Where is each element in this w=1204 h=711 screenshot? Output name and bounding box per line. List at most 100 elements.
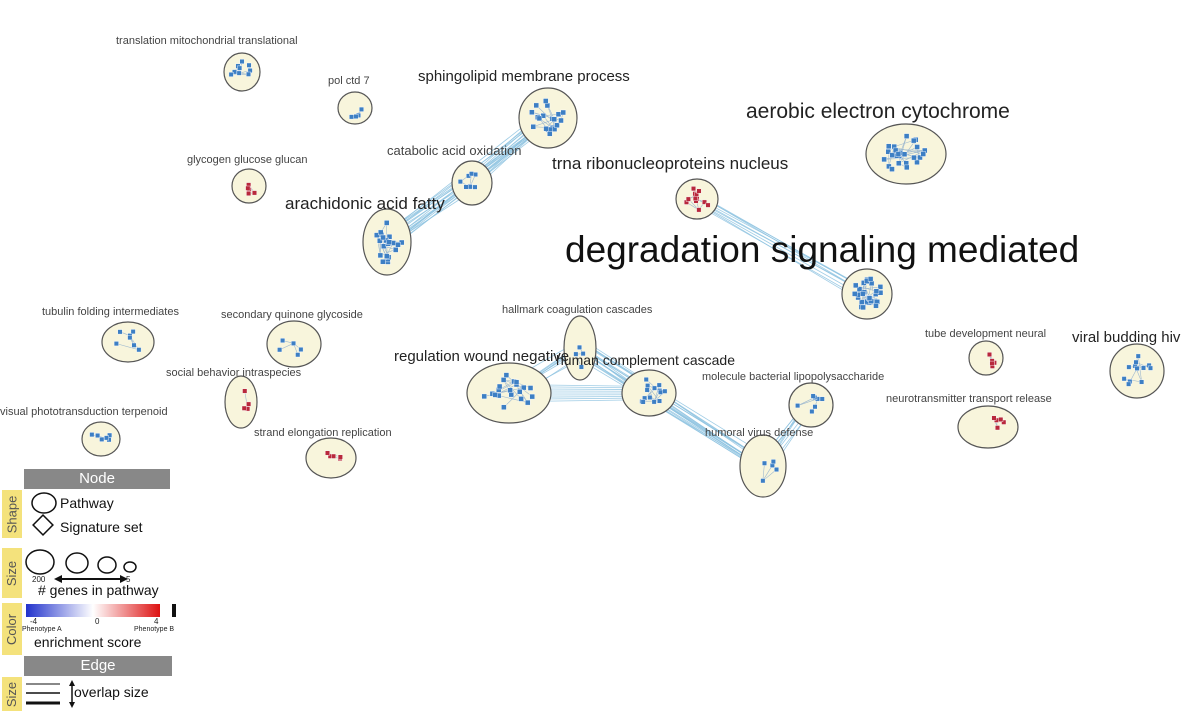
gene-set-node [529, 393, 535, 400]
gene-set-node [852, 291, 858, 297]
gene-set-node [643, 377, 649, 382]
label-strand: strand elongation replication [254, 427, 392, 439]
label-visual: visual phototransduction terpenoid [0, 406, 168, 418]
gene-set-node [501, 404, 507, 410]
gene-set-node [1133, 359, 1139, 365]
label-tube: tube development neural [925, 328, 1047, 340]
gene-set-node [380, 234, 386, 241]
cluster-ellipse-social [224, 375, 258, 429]
gene-set-node [873, 303, 879, 309]
cluster-tubulin [101, 321, 155, 363]
gene-set-node [104, 435, 110, 441]
label-arachidonic: arachidonic acid fatty [285, 194, 445, 213]
label-secondary: secondary quinone glycoside [221, 309, 363, 321]
gene-set-node [127, 335, 133, 341]
gene-set-node [518, 396, 524, 402]
cluster-molecule [788, 382, 834, 428]
gene-set-node [228, 71, 234, 77]
gene-set-node [325, 450, 330, 456]
label-degradation: degradation signaling mediated [565, 229, 1080, 270]
gene-set-node [652, 385, 657, 391]
gene-set-node [1134, 365, 1140, 371]
gene-set-node [658, 389, 663, 395]
gene-set-node [469, 171, 474, 177]
gene-set-node [702, 199, 707, 205]
gene-set-node [1147, 365, 1153, 371]
signature-shape-icon [32, 514, 54, 536]
gene-set-node [246, 190, 252, 196]
gene-set-node [298, 347, 304, 352]
gene-set-node [860, 291, 866, 297]
legend-node-header: Node [24, 469, 170, 489]
gene-set-node [903, 133, 910, 139]
gene-set-node [349, 114, 354, 120]
legend-enrichment-label: enrichment score [34, 634, 142, 650]
gene-set-node [1001, 419, 1007, 425]
gene-set-node [536, 115, 543, 122]
gene-set-node [914, 159, 920, 165]
gene-set-node [377, 238, 383, 244]
gene-set-node [1140, 365, 1146, 371]
cluster-secondary [266, 320, 322, 368]
cluster-viral [1109, 343, 1165, 399]
legend-genes-label: # genes in pathway [38, 582, 159, 598]
gene-set-node [543, 125, 549, 132]
legend-edge-header: Edge [24, 656, 172, 676]
gene-set-node [696, 188, 702, 194]
gene-set-node [998, 417, 1004, 422]
gene-set-node [920, 151, 926, 157]
gene-set-node [544, 102, 551, 109]
size-medium-icon [65, 552, 89, 574]
gene-set-node [685, 196, 691, 202]
gene-set-node [889, 152, 895, 158]
gene-set-node [1126, 364, 1132, 370]
legend-color-scale [26, 604, 176, 617]
gene-set-node [295, 352, 301, 358]
gene-set-node [481, 393, 487, 400]
cluster-visual [81, 421, 121, 457]
gene-set-node [762, 460, 767, 466]
gene-set-node [492, 392, 498, 398]
gene-set-node [1139, 379, 1145, 385]
gene-set-node [901, 151, 908, 158]
label-polctd: pol ctd 7 [328, 75, 370, 87]
label-translation: translation mitochondrial translational [116, 35, 298, 47]
gene-set-node [640, 399, 646, 405]
gene-set-node [819, 396, 825, 402]
gene-set-node [378, 229, 384, 236]
legend-phenotype-a: Phenotype A [22, 626, 62, 633]
label-neuro: neurotransmitter transport release [886, 393, 1052, 405]
cluster-tube [968, 340, 1004, 376]
gene-set-node [886, 163, 892, 170]
gene-set-node [989, 360, 995, 366]
gene-set-node [513, 379, 520, 385]
gene-set-node [457, 179, 463, 185]
gene-set-node [886, 143, 892, 149]
cluster-arachidonic [362, 208, 412, 276]
cluster-glycogen [231, 168, 267, 204]
gene-set-node [558, 117, 564, 124]
gene-set-node [917, 154, 923, 161]
cluster-catabolic [451, 160, 493, 206]
label-humoral: humoral virus defense [705, 427, 814, 439]
gene-set-node [859, 299, 865, 305]
gene-set-node [533, 102, 539, 109]
gene-set-node [760, 478, 766, 484]
cluster-ellipse-sphingo [518, 87, 578, 149]
gene-set-node [896, 160, 902, 167]
size-tiny-icon [123, 561, 137, 573]
gene-set-node [113, 341, 119, 347]
gene-set-node [246, 401, 252, 407]
legend-edge-icons [26, 680, 75, 708]
label-complement: human complement cascade [556, 352, 735, 368]
cluster-ellipse-humoral [739, 434, 787, 498]
gene-set-node [472, 184, 478, 190]
gene-set-node [1121, 376, 1127, 382]
gene-set-node [386, 233, 393, 240]
gene-set-node [232, 69, 238, 75]
cluster-ellipse-polctd [337, 91, 373, 125]
legend-scale-min: -4 [30, 617, 38, 626]
size-small-icon [97, 556, 117, 574]
legend-color-tab: Color [2, 603, 22, 655]
label-glycogen: glycogen glucose glucan [187, 154, 308, 166]
